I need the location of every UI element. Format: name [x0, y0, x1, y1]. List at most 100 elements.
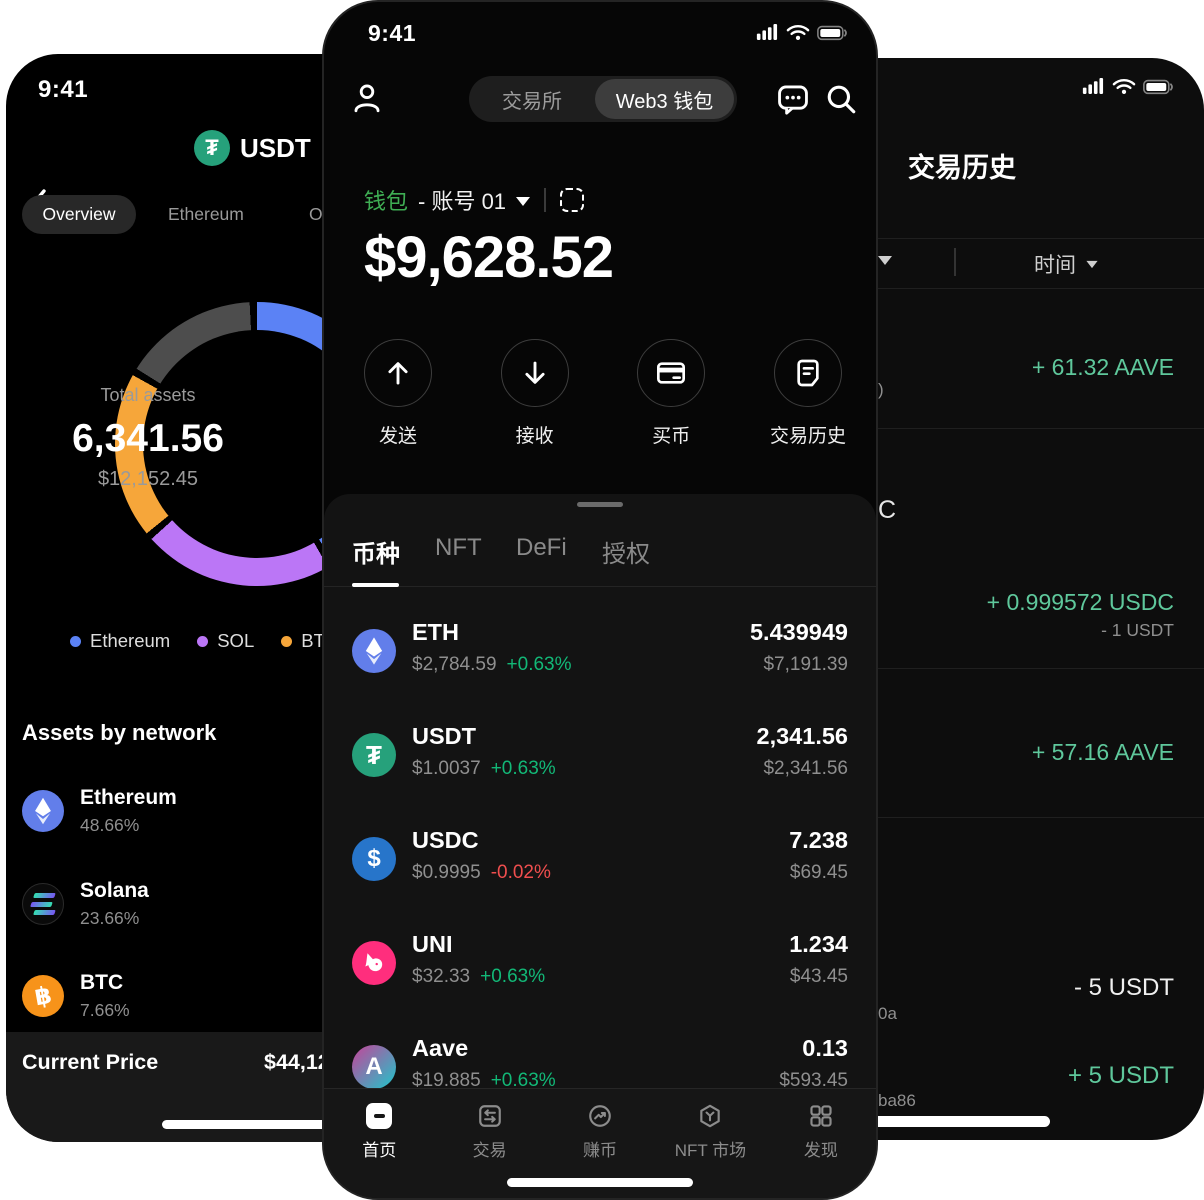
transaction-amount[interactable]: + 57.16 AAVE [1031, 739, 1174, 765]
filter-divider [954, 248, 956, 276]
legend-label: SOL [217, 630, 255, 651]
coin-change: +0.63% [490, 1070, 556, 1091]
tab-ethereum[interactable]: Ethereum [168, 204, 244, 224]
nav-discover[interactable]: 发现 [766, 1089, 876, 1198]
battery-icon [817, 25, 847, 40]
profile-icon[interactable] [350, 81, 384, 115]
coin-row-eth[interactable]: ETH $2,784.59 +0.63% 5.439949 $7,191.39 [324, 599, 876, 703]
coin-price: $1.0037 [412, 758, 481, 779]
nav-label: 发现 [803, 1141, 838, 1160]
time-filter-label: 时间 [1034, 254, 1076, 277]
nav-nft-market[interactable]: NFT 市场 [655, 1089, 765, 1198]
arrow-down-icon [500, 339, 569, 407]
divider [878, 428, 1204, 429]
nav-label: NFT 市场 [674, 1141, 747, 1160]
network-name: BTC [80, 971, 124, 994]
action-buttons: 发送 接收 买币 交易历史 [364, 339, 846, 448]
transaction-history-button[interactable]: 交易历史 [770, 339, 846, 448]
status-time: 9:41 [38, 76, 89, 103]
coin-symbol: UNI [412, 931, 453, 957]
network-row-btc[interactable]: ฿ BTC 7.66% [22, 969, 322, 1031]
coin-symbol: USDT [412, 723, 476, 749]
tab-web3-wallet[interactable]: Web3 钱包 [595, 79, 734, 119]
current-price-label: Current Price [22, 1050, 159, 1074]
usdc-icon: $ [352, 837, 396, 881]
coin-symbol: Aave [412, 1035, 469, 1061]
tab-coins[interactable]: 币种 [352, 541, 400, 568]
network-row-solana[interactable]: Solana 23.66% [22, 877, 322, 939]
coin-price: $32.33 [412, 966, 471, 987]
aave-icon: A [352, 1045, 396, 1089]
tab-other[interactable]: O [309, 204, 323, 224]
tab-overview[interactable]: Overview [22, 195, 136, 234]
tab-nft[interactable]: NFT [435, 534, 482, 561]
coin-price: $19.885 [412, 1070, 481, 1091]
nav-label: 交易 [472, 1141, 507, 1160]
earn-icon [589, 1105, 611, 1127]
filter-caret-fragment[interactable] [878, 256, 892, 265]
tab-defi[interactable]: DeFi [516, 534, 567, 561]
battery-icon [1143, 79, 1173, 94]
center-phone-screen: 9:41 交易所 Web3 钱包 钱包 - 账号 01 [322, 0, 878, 1200]
action-label: 买币 [652, 426, 691, 447]
address-qr-icon[interactable] [560, 188, 585, 212]
divider [324, 586, 876, 587]
total-assets-value: 6,341.56 [72, 417, 224, 460]
action-label: 接收 [515, 426, 554, 447]
uni-icon [352, 941, 396, 985]
coin-price: $2,784.59 [412, 654, 497, 675]
nav-label: 首页 [362, 1141, 397, 1160]
coin-amount: 1.234 [789, 931, 848, 957]
home-icon [366, 1103, 393, 1129]
coin-usd-value: $593.45 [779, 1070, 848, 1091]
search-icon[interactable] [824, 82, 858, 116]
transaction-amount[interactable]: + 5 USDT [1067, 1062, 1174, 1089]
nav-earn[interactable]: 赚币 [545, 1089, 655, 1198]
coin-amount: 0.13 [802, 1035, 848, 1061]
receive-button[interactable]: 接收 [500, 339, 569, 448]
divider [878, 668, 1204, 669]
legend-ethereum: Ethereum [70, 630, 170, 652]
assets-by-network-title: Assets by network [22, 720, 217, 745]
transaction-address-fragment: 0a [878, 1004, 897, 1023]
legend-label: Ethereum [90, 630, 171, 651]
drag-handle[interactable] [577, 502, 623, 507]
page-title: USDT [240, 133, 311, 163]
current-price-value: $44,12 [264, 1050, 330, 1074]
card-icon [637, 339, 706, 407]
status-icons [756, 24, 848, 41]
transaction-amount[interactable]: - 5 USDT [1073, 974, 1174, 1001]
action-label: 交易历史 [769, 426, 846, 447]
discover-icon [810, 1105, 832, 1127]
network-pct: 23.66% [80, 908, 140, 928]
network-name: Solana [80, 879, 149, 902]
chat-icon[interactable] [776, 82, 810, 116]
legend-dot-sol [197, 635, 209, 647]
total-assets-label: Total assets [100, 385, 196, 405]
network-row-ethereum[interactable]: Ethereum 48.66% [22, 784, 322, 846]
tab-exchange[interactable]: 交易所 [502, 90, 562, 113]
nav-trade[interactable]: 交易 [434, 1089, 544, 1198]
legend-sol: SOL [197, 630, 254, 652]
legend-dot-btc [281, 635, 293, 647]
coin-row-usdt[interactable]: ₮ USDT $1.0037 +0.63% 2,341.56 $2,341.56 [324, 703, 876, 807]
coin-row-aave[interactable]: A Aave $19.885 +0.63% 0.13 $593.45 [324, 1015, 876, 1119]
transaction-address-fragment: ba86 [878, 1091, 916, 1110]
transaction-amount[interactable]: + 61.32 AAVE [1031, 354, 1174, 380]
buy-crypto-button[interactable]: 买币 [637, 339, 706, 448]
account-selector[interactable]: 钱包 - 账号 01 [364, 184, 585, 216]
tab-approvals[interactable]: 授权 [602, 541, 650, 568]
wallet-label: 钱包 [364, 189, 409, 214]
coin-row-uni[interactable]: UNI $32.33 +0.63% 1.234 $43.45 [324, 911, 876, 1015]
coin-row-usdc[interactable]: $ USDC $0.9995 -0.02% 7.238 $69.45 [324, 807, 876, 911]
coin-usd-value: $69.45 [789, 862, 848, 883]
time-filter-dropdown[interactable]: 时间 [1034, 249, 1099, 279]
transaction-fragment: ) [878, 380, 884, 399]
home-indicator[interactable] [507, 1178, 693, 1187]
signal-icon [756, 24, 778, 40]
nav-home[interactable]: 首页 [324, 1089, 434, 1198]
nft-market-icon [700, 1104, 721, 1128]
transaction-amount[interactable]: + 0.999572 USDC [986, 589, 1174, 615]
send-button[interactable]: 发送 [364, 339, 432, 448]
